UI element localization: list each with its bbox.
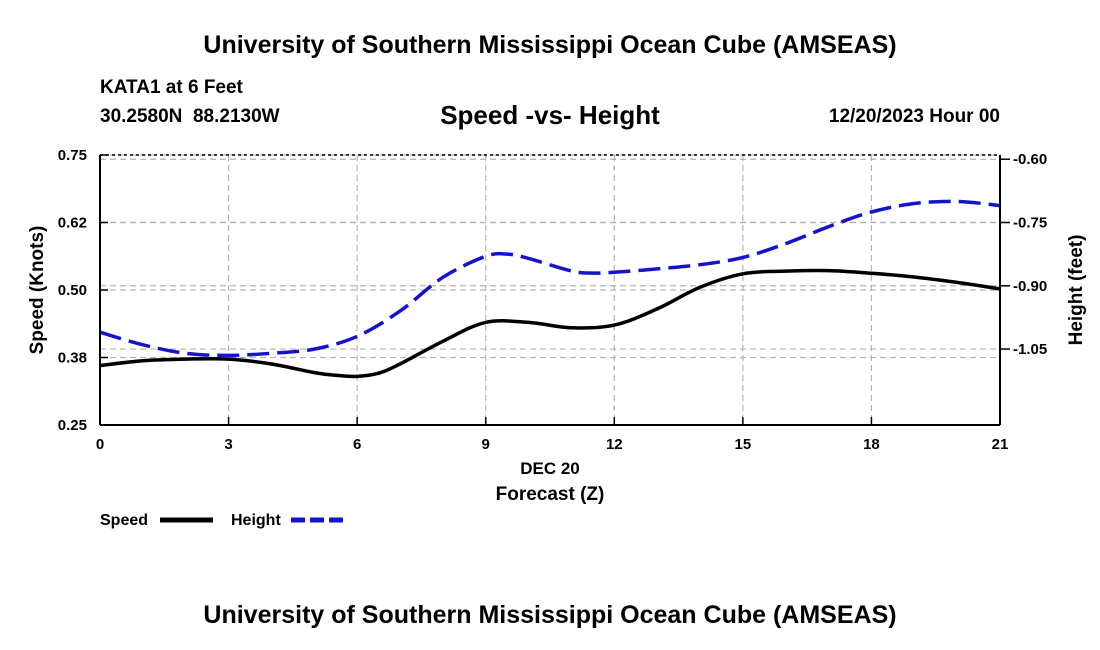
y2-tick-label: -0.75 — [1013, 215, 1047, 232]
y-tick-label: 0.38 — [58, 350, 87, 367]
y-tick-label: 0.75 — [58, 147, 87, 164]
x-tick-label: 3 — [224, 436, 232, 453]
series-lines — [99, 199, 1001, 379]
y-axis-label: Speed (Knots) — [27, 226, 48, 355]
x-tick-label: 0 — [96, 436, 104, 453]
chart-title: Speed -vs- Height — [440, 100, 660, 130]
x-axis-date-label: DEC 20 — [520, 459, 580, 478]
grid-lines — [100, 154, 1000, 425]
y-tick-label: 0.50 — [58, 282, 87, 299]
station-coordinates: 30.2580N 88.2130W — [100, 106, 280, 127]
x-tick-label: 21 — [992, 436, 1009, 453]
footer-title: University of Southern Mississippi Ocean… — [203, 601, 897, 629]
series-line-height — [99, 199, 1001, 358]
forecast-datetime: 12/20/2023 Hour 00 — [828, 106, 1000, 127]
y2-axis-label: Height (feet) — [1066, 235, 1087, 346]
y2-tick-label: -1.05 — [1013, 341, 1047, 358]
page-title: University of Southern Mississippi Ocean… — [203, 31, 897, 59]
x-tick-label: 18 — [863, 436, 880, 453]
y-tick-label: 0.25 — [58, 417, 87, 434]
legend-speed-label: Speed — [100, 512, 148, 529]
x-tick-label: 15 — [735, 436, 752, 453]
y2-tick-label: -0.60 — [1013, 151, 1047, 168]
x-tick-label: 12 — [606, 436, 623, 453]
x-tick-label: 6 — [353, 436, 361, 453]
y2-tick-label: -0.90 — [1013, 278, 1047, 295]
legend-height-label: Height — [231, 512, 281, 529]
series-line-speed — [99, 268, 1001, 379]
x-tick-label: 9 — [482, 436, 490, 453]
axes: 0 3 6 9 12 15 18 21 0.25 0.38 0.50 0.62 0.75 -1.05 -0.… — [58, 147, 1047, 453]
station-label: KATA1 at 6 Feet — [100, 77, 243, 98]
x-axis-label: Forecast (Z) — [496, 484, 605, 505]
y-tick-label: 0.62 — [58, 215, 87, 232]
